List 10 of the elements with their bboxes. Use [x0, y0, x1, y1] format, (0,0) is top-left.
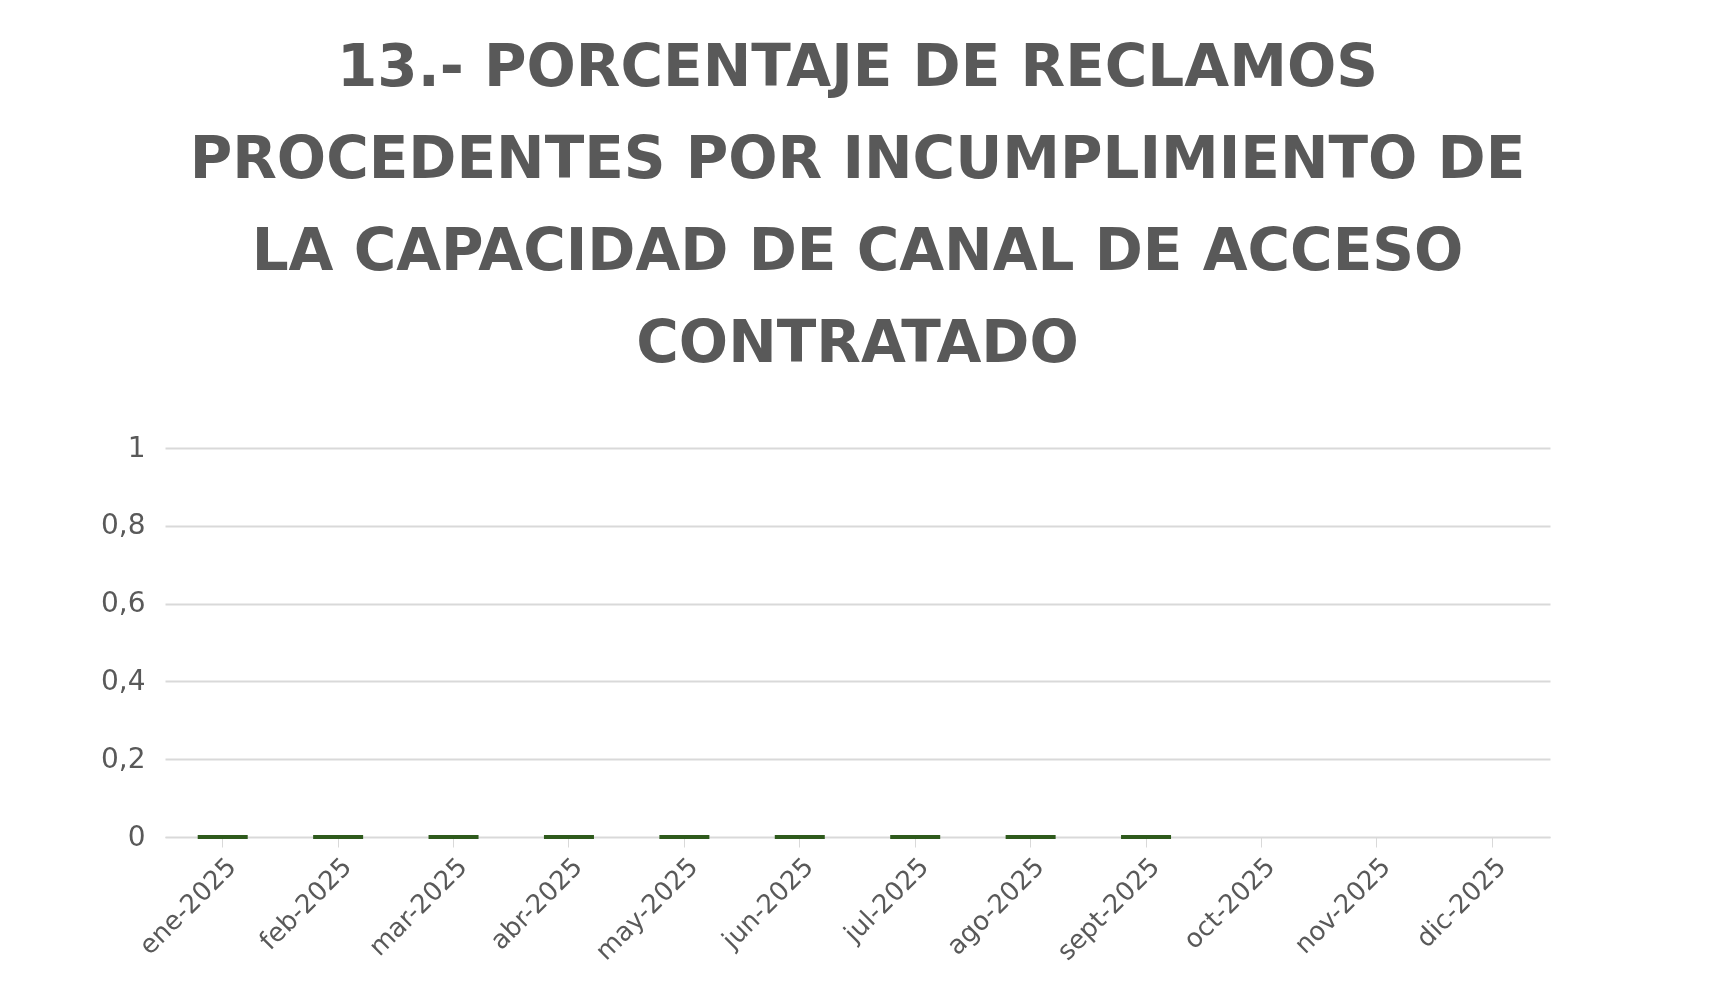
text: CONTRATADO [636, 308, 1079, 376]
y-tick-label: 0,6 [100, 586, 146, 620]
y-tick-label: 0 [127, 819, 146, 853]
y-tick-label: 1 [127, 430, 146, 464]
text: 13.- PORCENTAJE DE RECLAMOS [337, 32, 1378, 100]
y-tick-label: 0,8 [100, 508, 146, 542]
y-tick-label: 0,4 [100, 663, 146, 697]
y-tick-label: 0,2 [100, 741, 146, 775]
text: LA CAPACIDAD DE CANAL DE ACCESO [251, 216, 1464, 284]
text: PROCEDENTES POR INCUMPLIMIENTO DE [189, 124, 1526, 192]
